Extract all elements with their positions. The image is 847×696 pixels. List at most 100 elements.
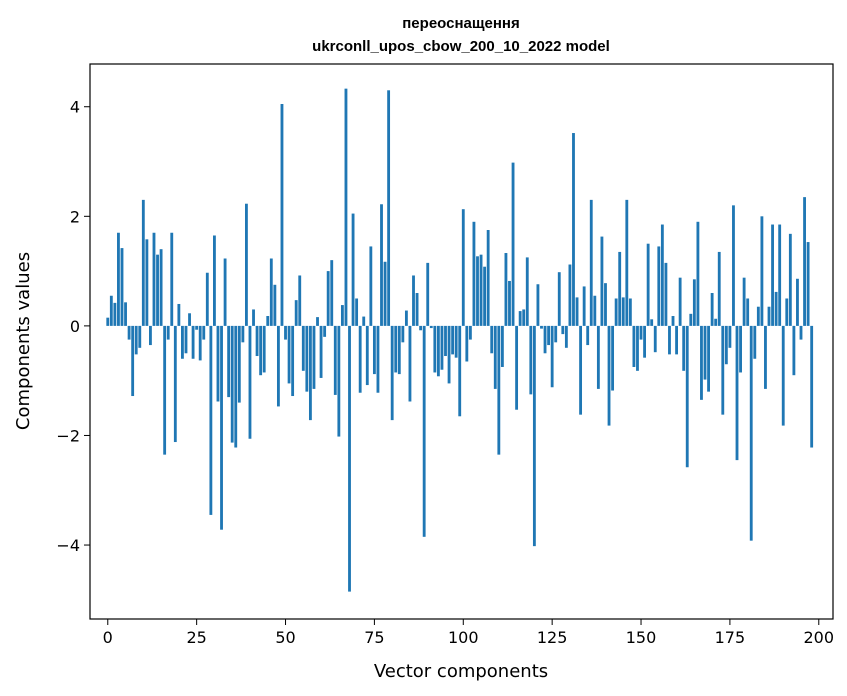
bar xyxy=(326,271,330,326)
bar xyxy=(796,278,799,326)
bar xyxy=(632,325,636,367)
bar xyxy=(500,325,504,367)
x-axis-label: Vector components xyxy=(374,661,548,682)
bar xyxy=(287,325,291,384)
x-tick-label: 75 xyxy=(364,628,384,647)
bar xyxy=(426,262,430,326)
bar xyxy=(312,325,316,389)
bar xyxy=(664,262,668,326)
bar xyxy=(668,325,671,355)
bar xyxy=(383,261,387,326)
bar xyxy=(493,325,497,389)
bar xyxy=(319,325,323,378)
bar xyxy=(376,325,380,393)
bar xyxy=(205,272,209,326)
y-tick-label: −4 xyxy=(56,536,80,555)
bar xyxy=(753,325,757,359)
bar xyxy=(390,325,394,421)
bar xyxy=(607,325,611,426)
bar xyxy=(476,256,479,326)
bar xyxy=(675,325,678,355)
bar xyxy=(600,236,604,326)
x-tick-label: 50 xyxy=(275,628,295,647)
y-tick-label: −2 xyxy=(56,426,80,445)
bar xyxy=(511,162,515,326)
bar xyxy=(742,277,746,326)
bar xyxy=(266,316,270,326)
bar xyxy=(351,213,355,326)
bar xyxy=(276,325,280,407)
bar xyxy=(308,325,312,421)
bar xyxy=(440,325,444,370)
bar xyxy=(518,311,522,326)
bar xyxy=(572,133,575,326)
bar xyxy=(422,325,426,537)
bar xyxy=(436,325,440,377)
bar xyxy=(781,325,785,426)
bar xyxy=(756,306,760,326)
bar xyxy=(504,253,508,326)
bar xyxy=(156,254,159,326)
bar xyxy=(540,325,543,329)
bar xyxy=(109,295,113,326)
bar xyxy=(614,298,618,326)
bar xyxy=(593,295,597,326)
bar xyxy=(604,283,607,326)
bar xyxy=(596,325,600,389)
bar xyxy=(433,325,437,373)
bar xyxy=(685,325,689,468)
x-tick-label: 0 xyxy=(103,628,113,647)
bar xyxy=(465,325,469,362)
bar xyxy=(170,232,174,326)
bar xyxy=(696,221,700,326)
bar xyxy=(184,325,188,354)
bar xyxy=(707,325,710,392)
bar xyxy=(181,325,184,359)
bar xyxy=(294,300,298,326)
bar xyxy=(255,325,259,357)
bar xyxy=(362,316,366,326)
bar xyxy=(806,242,810,326)
bar xyxy=(355,298,359,326)
bar xyxy=(522,309,526,326)
bar xyxy=(625,199,629,326)
bar xyxy=(788,233,792,326)
bar xyxy=(557,272,561,326)
bar xyxy=(252,309,255,326)
bar xyxy=(529,325,533,395)
bar xyxy=(216,325,220,402)
x-tick-label: 200 xyxy=(804,628,835,647)
bar xyxy=(298,275,302,326)
bar xyxy=(732,205,735,326)
bar xyxy=(344,88,348,326)
bar xyxy=(149,325,152,346)
bar xyxy=(803,197,806,326)
bar xyxy=(515,325,519,410)
bar xyxy=(444,325,447,357)
bar xyxy=(124,302,127,326)
bar xyxy=(657,246,661,326)
bar xyxy=(468,325,472,340)
bar xyxy=(415,293,419,326)
bar xyxy=(739,325,742,373)
bar xyxy=(262,325,266,373)
bar xyxy=(678,277,682,326)
bar xyxy=(536,284,540,326)
bar xyxy=(198,325,202,361)
bar xyxy=(113,302,117,326)
bar xyxy=(767,306,771,326)
bar xyxy=(213,235,216,326)
bar xyxy=(223,258,227,326)
bar xyxy=(305,325,309,392)
x-tick-label: 175 xyxy=(715,628,746,647)
bar xyxy=(735,325,739,461)
bar xyxy=(401,325,405,343)
bar xyxy=(447,325,451,384)
bar xyxy=(138,325,142,348)
bar xyxy=(671,316,675,326)
bar xyxy=(792,325,796,376)
bar xyxy=(358,325,362,393)
bar xyxy=(191,325,195,359)
bar xyxy=(280,104,284,326)
y-axis-label: Components values xyxy=(13,252,34,430)
